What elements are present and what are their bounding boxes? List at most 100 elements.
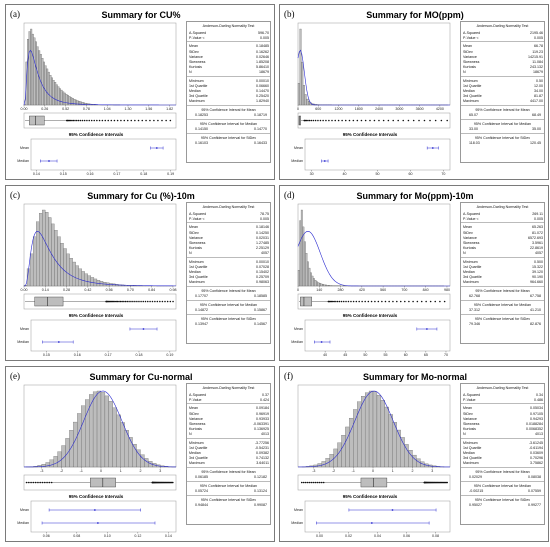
ci-estimate-point	[391, 509, 394, 511]
outlier-point	[418, 119, 420, 122]
outlier-point	[79, 119, 82, 122]
histogram-bar	[308, 101, 310, 106]
outlier-point	[115, 300, 118, 303]
histogram-bar	[55, 84, 58, 106]
histogram-bar	[69, 430, 74, 468]
histogram-bar	[136, 449, 141, 468]
stats-label: 3rd Quartile	[463, 456, 482, 461]
stats-row: Kurtosis 243.132	[463, 64, 543, 70]
x-tick-label: 3000	[395, 107, 403, 111]
x-tick-label: 1800	[355, 107, 363, 111]
boxplot-box	[34, 296, 64, 307]
histogram-bar	[28, 31, 31, 106]
x-tick-label: 1.30	[125, 107, 132, 111]
x-tick-label: -3	[312, 469, 315, 473]
stats-row: 1st Quartile 15.322	[463, 264, 543, 270]
outlier-point	[134, 300, 136, 303]
ci-row-label: Median	[17, 159, 29, 163]
histogram-bar	[63, 248, 67, 287]
histogram-bar	[299, 28, 302, 106]
outlier-point	[341, 119, 343, 122]
histogram-bar	[364, 392, 370, 468]
outlier-point	[331, 119, 333, 122]
ci-values-row: 0.18253 0.18719	[189, 112, 269, 118]
outlier-point	[429, 119, 431, 122]
stats-value: 18679	[259, 70, 269, 75]
stats-row: Maximum 1.82940	[189, 98, 269, 104]
chart-svg: 0.00 0.26 0.52 0.78 1.04 1.30 1.56 1.82 Mean Medi…	[17, 22, 177, 176]
outlier-point	[367, 300, 370, 303]
x-tick-label: 1.04	[104, 107, 111, 111]
outlier-point	[39, 481, 42, 484]
chart-title: Summary for Cu-normal	[89, 372, 193, 382]
ci-row-label: Mean	[20, 146, 29, 150]
stats-value: 0.136925	[254, 427, 269, 432]
histogram-bar	[341, 435, 346, 468]
stats-row: N 4013	[463, 431, 543, 437]
stats-value: 0.25420	[256, 94, 269, 99]
stats-label: Variance	[189, 54, 203, 59]
stats-value: 0.07028	[256, 264, 269, 269]
histogram-bar	[81, 271, 85, 287]
outlier-point	[352, 300, 355, 303]
stats-row: N 4057	[463, 250, 543, 256]
ci-values-row: 0.05724 0.13124	[189, 488, 269, 494]
stats-row: Mean 0.09184	[189, 405, 269, 411]
normality-test-title: Anderson-Darling Normality Test	[202, 205, 255, 209]
stats-box: Anderson-Darling Normality Test A-Squared…	[460, 21, 545, 163]
fitted-curve	[23, 49, 176, 106]
outlier-point	[130, 300, 132, 303]
stats-label: 1st Quartile	[463, 83, 482, 88]
boxplot-frame	[297, 293, 451, 310]
panel-e: (e) Summary for Cu-normal -3 -2 -1 0 1 2 3 Mean Me…	[5, 366, 275, 542]
outlier-point	[146, 300, 149, 303]
stats-value: 3.64011	[256, 461, 269, 466]
x-tick-label: 0.26	[41, 107, 48, 111]
outlier-point	[71, 119, 73, 122]
x-tick-label: 0.78	[83, 107, 90, 111]
stats-label: Kurtosis	[463, 427, 476, 432]
outlier-point	[305, 119, 308, 122]
ci-section-title: 95% Confidence Interval for Median	[473, 483, 532, 488]
stats-row: Skewness 0.0188284	[463, 421, 543, 427]
stats-label: Minimum	[463, 440, 478, 445]
x-tick-label: 420	[359, 288, 365, 292]
stats-value: 0.96919	[256, 411, 269, 416]
stats-row: Minimum 0.00010	[189, 259, 269, 265]
ci-plot-title: 95% Confidence Intervals	[342, 494, 398, 499]
histogram-bar	[96, 390, 102, 468]
outlier-point	[113, 119, 116, 122]
ci-estimate-point	[155, 147, 158, 149]
outlier-point	[314, 481, 317, 484]
histogram-bar	[90, 277, 95, 287]
chart-svg: 0 140 280 420 560 700 840 980 Mean Median 40 45 50 55…	[291, 203, 451, 357]
histogram-bar	[72, 261, 76, 287]
histogram-bar	[59, 88, 61, 106]
ci-x-tick-label: 0.14	[165, 534, 172, 538]
outlier-point	[119, 300, 122, 303]
histogram-bar	[32, 236, 37, 287]
outlier-point	[154, 300, 156, 303]
outlier-point	[112, 300, 115, 303]
stats-row: Median 39.120	[463, 269, 543, 275]
outlier-point	[310, 119, 313, 122]
ci-values-row: 0.16103 0.16433	[189, 140, 269, 146]
histogram-bar	[308, 267, 311, 287]
x-tick-label: 840	[423, 288, 429, 292]
outlier-point	[172, 300, 174, 303]
x-tick-label: 2	[411, 469, 413, 473]
outlier-point	[361, 300, 363, 303]
stats-label: 1st Quartile	[189, 264, 208, 269]
outlier-point	[382, 119, 385, 122]
stats-label: P-Value	[463, 398, 476, 403]
outlier-point	[169, 300, 172, 303]
stats-value: 0.34	[536, 393, 543, 397]
x-tick-label: 1200	[335, 107, 343, 111]
outlier-point	[27, 481, 30, 484]
histogram-bar	[306, 98, 309, 106]
stats-row: A-Squared 0.34	[463, 392, 543, 398]
chart-title: Summary for CU%	[101, 10, 181, 20]
stats-row: Kurtosis 5.86410	[189, 64, 269, 70]
ci-row-label: Median	[17, 521, 29, 525]
